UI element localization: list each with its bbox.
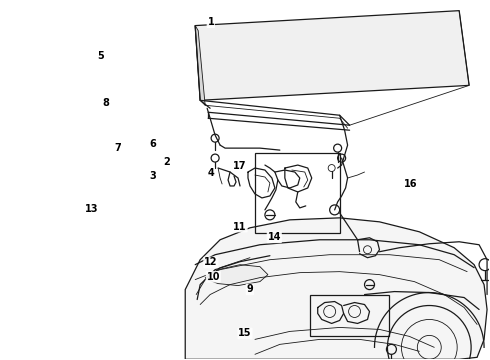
Text: 8: 8 [102,98,109,108]
Text: 6: 6 [149,139,156,149]
Text: 13: 13 [84,204,98,214]
Text: 14: 14 [268,232,281,242]
Polygon shape [185,218,487,359]
Bar [255,153,340,233]
Text: 5: 5 [98,51,104,61]
Text: 16: 16 [404,179,417,189]
Text: 1: 1 [207,17,214,27]
Text: 11: 11 [233,222,247,231]
Text: 15: 15 [238,328,252,338]
Text: 4: 4 [207,168,214,178]
Text: 10: 10 [206,272,220,282]
Polygon shape [205,265,268,285]
Text: 2: 2 [164,157,171,167]
Text: 3: 3 [149,171,156,181]
Polygon shape [195,26,205,105]
Polygon shape [195,11,469,100]
Text: 9: 9 [246,284,253,294]
Bar [310,294,390,336]
Text: 7: 7 [115,143,122,153]
Text: 12: 12 [204,257,218,267]
Text: 17: 17 [233,161,247,171]
